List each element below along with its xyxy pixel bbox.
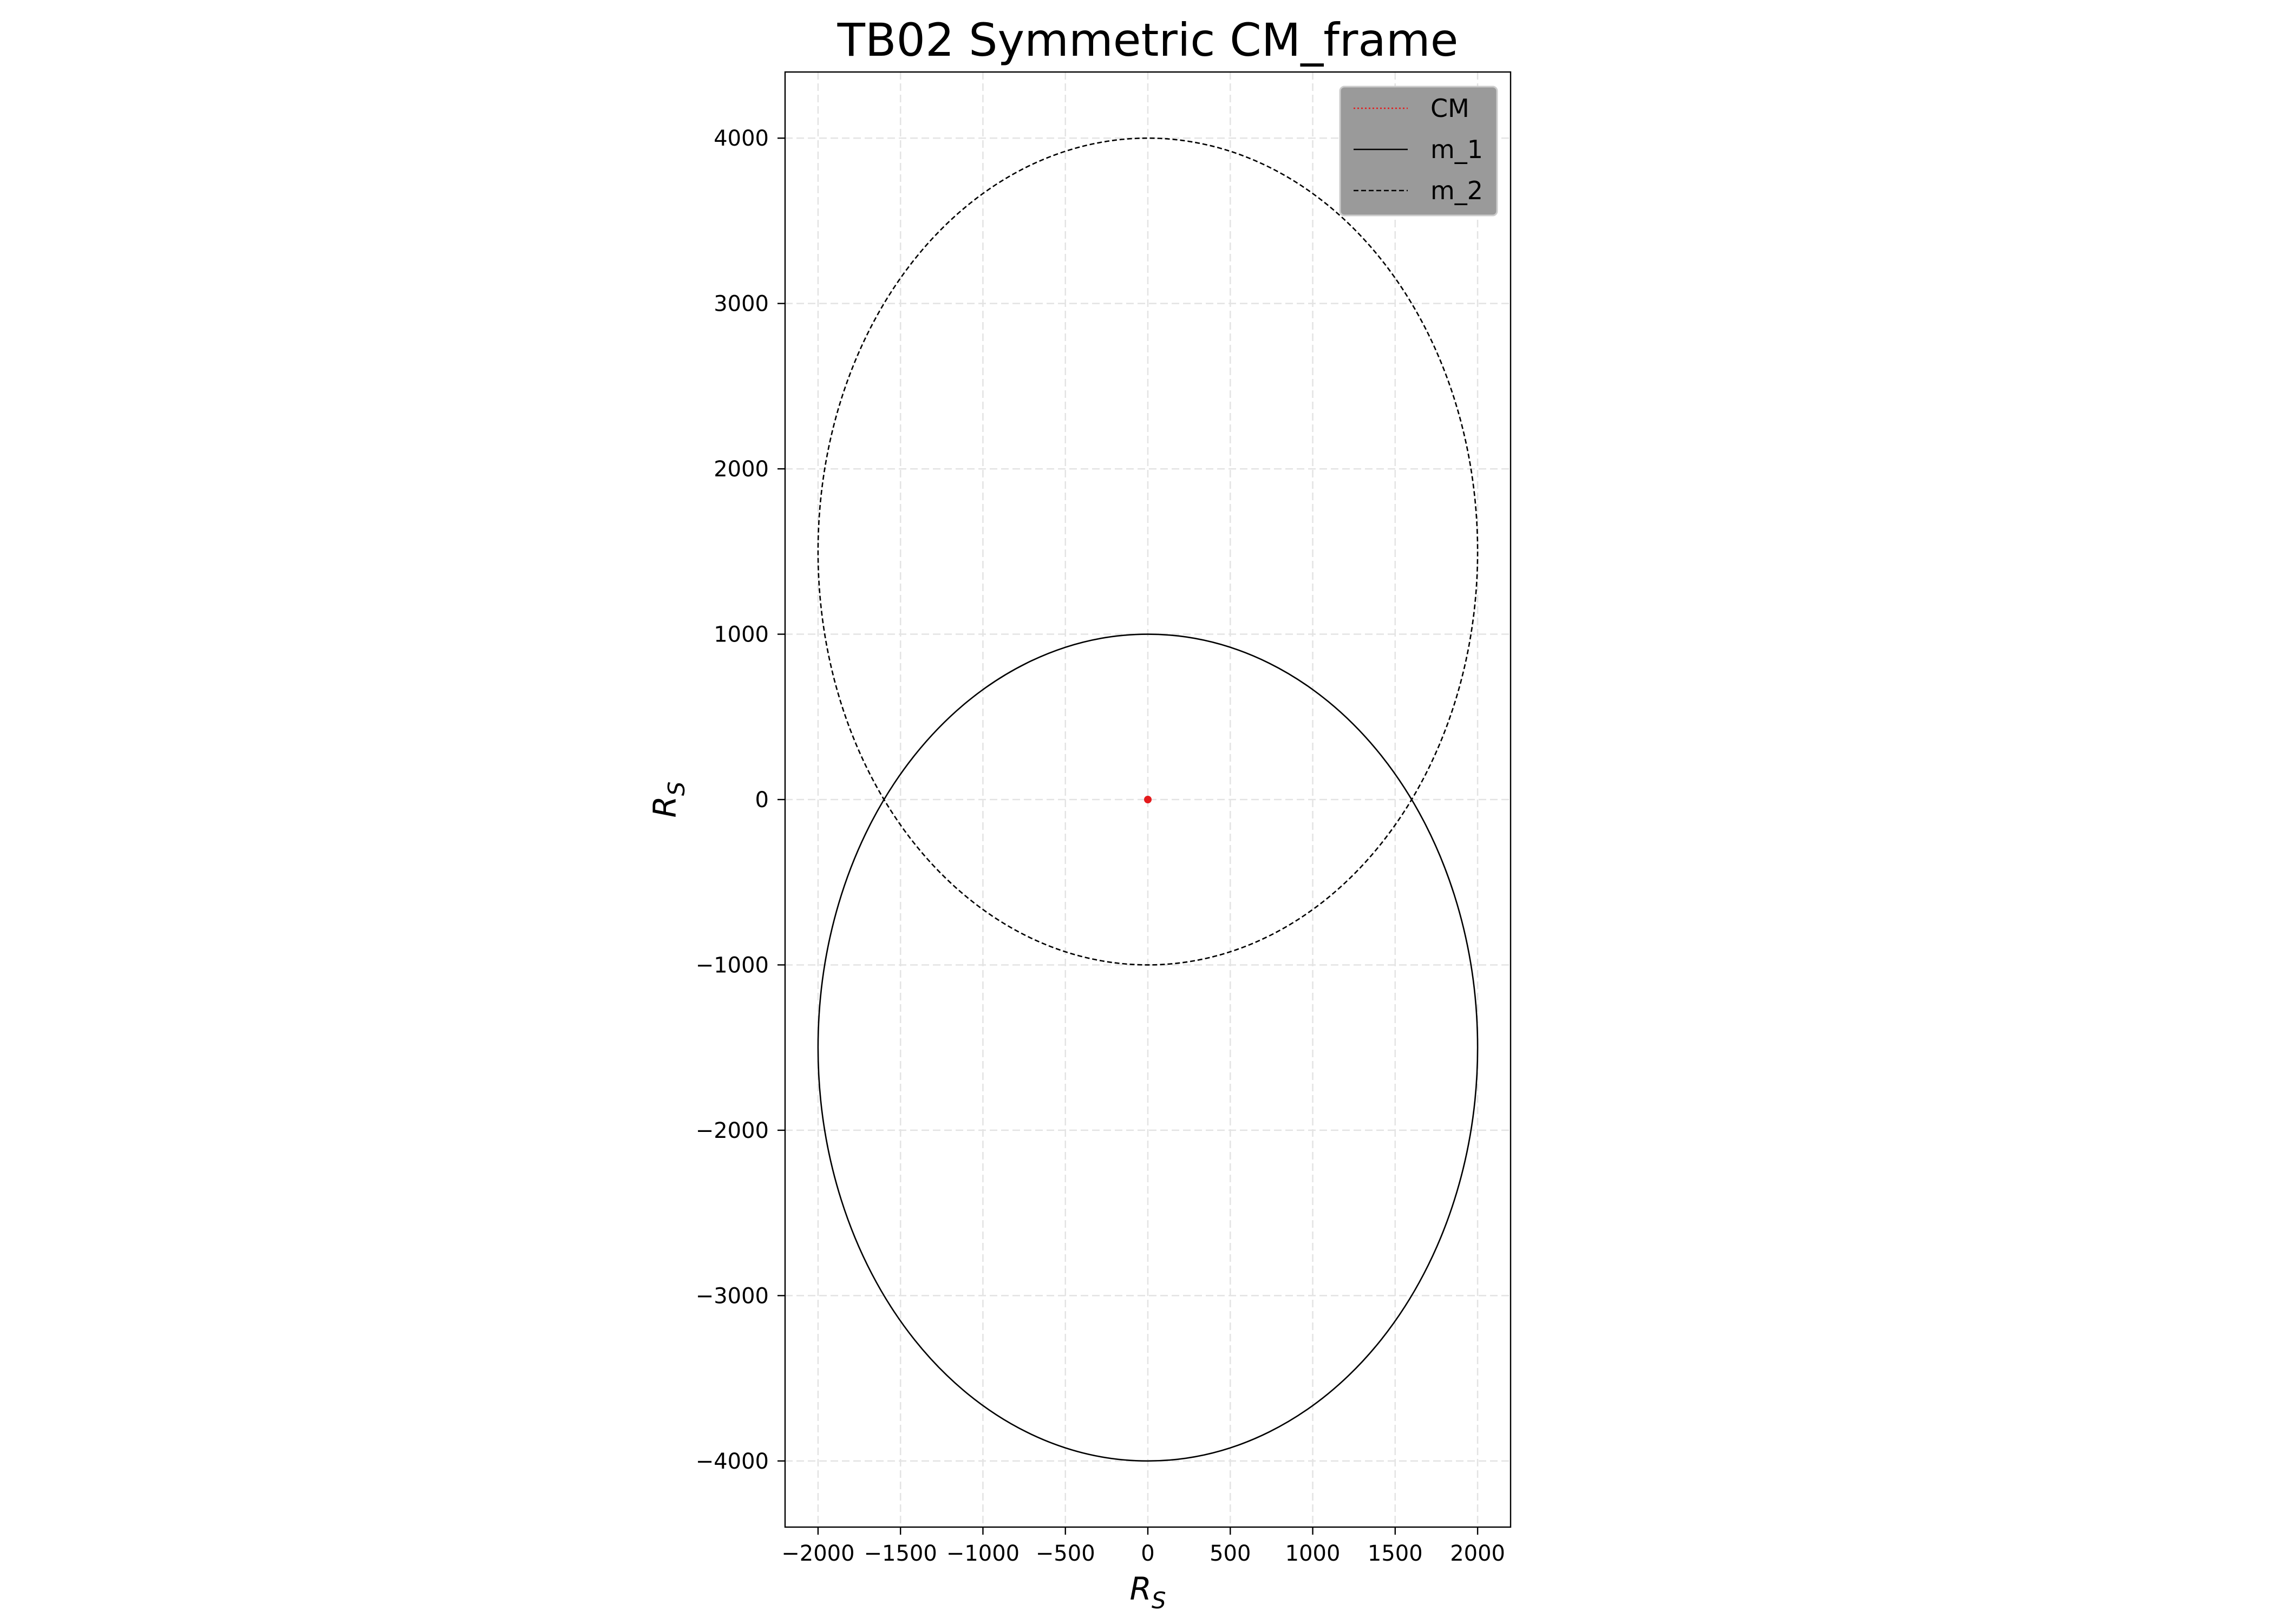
y-tick-label: 3000 [714, 292, 769, 317]
x-tick-label: −1000 [946, 1541, 1020, 1566]
series-cm-point [1144, 796, 1152, 803]
legend-label-m-2: m_2 [1430, 176, 1483, 205]
plot-series [817, 137, 1479, 1462]
x-tick-label: −1500 [864, 1541, 937, 1566]
x-tick-label: 1000 [1285, 1541, 1341, 1566]
series-m-1-orbit [817, 633, 1479, 1462]
x-tick-label: −2000 [781, 1541, 854, 1566]
x-tick-label: 1500 [1368, 1541, 1423, 1566]
x-tick-label: 2000 [1450, 1541, 1505, 1566]
axis-ticks: −2000 −1500 −1000 −500 0 500 1000 1500 2000 −4000… [696, 126, 1505, 1566]
y-tick-label: 0 [755, 788, 769, 813]
legend-box [1339, 86, 1498, 217]
legend-label-cm: CM [1430, 94, 1469, 123]
x-axis-label-subscript: S [1152, 1587, 1166, 1614]
y-tick-label: −2000 [696, 1118, 769, 1143]
x-tick-label: 0 [1141, 1541, 1154, 1566]
x-axis-label: RS [1130, 1570, 1166, 1614]
y-axis-label-main: R [646, 796, 683, 817]
legend: CM m_1 m_2 [1339, 86, 1498, 217]
y-axis-label: RS [646, 782, 690, 818]
y-tick-label: 2000 [714, 457, 769, 482]
y-tick-label: −1000 [696, 953, 769, 978]
y-tick-label: 1000 [714, 623, 769, 647]
y-tick-label: −3000 [696, 1284, 769, 1308]
chart-title: TB02 Symmetric CM_frame [837, 14, 1459, 67]
x-tick-label: 500 [1210, 1541, 1251, 1566]
legend-label-m-1: m_1 [1430, 135, 1483, 164]
y-tick-label: 4000 [714, 126, 769, 151]
series-m-2-orbit [817, 137, 1479, 966]
y-tick-label: −4000 [696, 1449, 769, 1474]
x-tick-label: −500 [1036, 1541, 1095, 1566]
y-axis-label-subscript: S [663, 782, 690, 796]
x-axis-label-main: R [1130, 1570, 1152, 1607]
